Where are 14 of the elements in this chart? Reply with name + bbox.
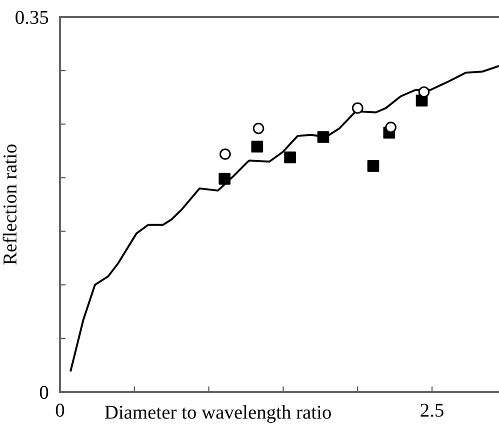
y-axis-title: Reflection ratio [2,144,17,265]
point [284,151,296,164]
y-tick-label: 0.35 [16,10,48,24]
point [251,140,264,153]
x-tick-label: 2.5 [420,404,444,417]
point [220,148,231,160]
point [418,86,430,98]
line-series [70,65,499,372]
point [317,131,330,143]
point [367,160,380,172]
x-axis-title: Diameter to wavelength ratio [104,405,331,423]
point [218,172,231,185]
point [352,102,364,114]
point [252,122,264,134]
